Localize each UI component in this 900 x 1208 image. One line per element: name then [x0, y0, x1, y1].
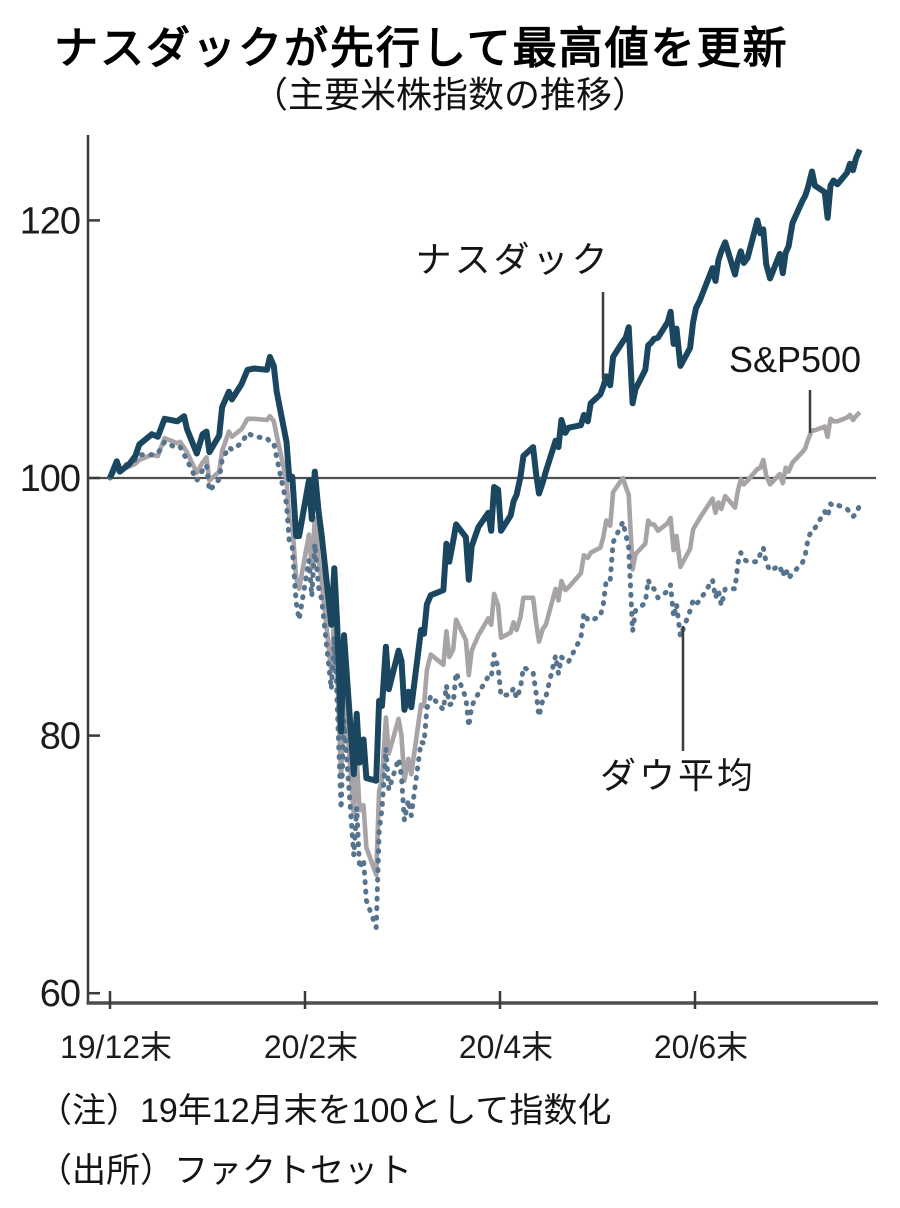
- sp500-line: [108, 410, 862, 878]
- x-tick-label: 20/4末: [459, 1029, 553, 1065]
- sp500-label: S&P500: [729, 339, 861, 380]
- nasdaq-label: ナスダック: [415, 239, 610, 280]
- x-tick-label: 20/2末: [264, 1029, 358, 1065]
- y-tick-label: 120: [20, 200, 80, 242]
- dow-label: ダウ平均: [600, 755, 756, 796]
- footnote-index-base: （注）19年12月末を100として指数化: [38, 1092, 612, 1130]
- nasdaq-line: [107, 148, 863, 784]
- chart-subtitle: （主要米株指数の推移）: [251, 74, 648, 115]
- dow-line: [107, 430, 863, 930]
- y-tick-label: 100: [20, 458, 80, 500]
- x-tick-label: 20/6末: [654, 1029, 748, 1065]
- footnote-source: （出所）ファクトセット: [38, 1152, 412, 1190]
- y-tick-label: 60: [40, 973, 80, 1015]
- chart-title: ナスダックが先行して最高値を更新: [54, 24, 789, 73]
- x-tick-label: 19/12末: [60, 1029, 172, 1065]
- y-tick-label: 80: [40, 716, 80, 758]
